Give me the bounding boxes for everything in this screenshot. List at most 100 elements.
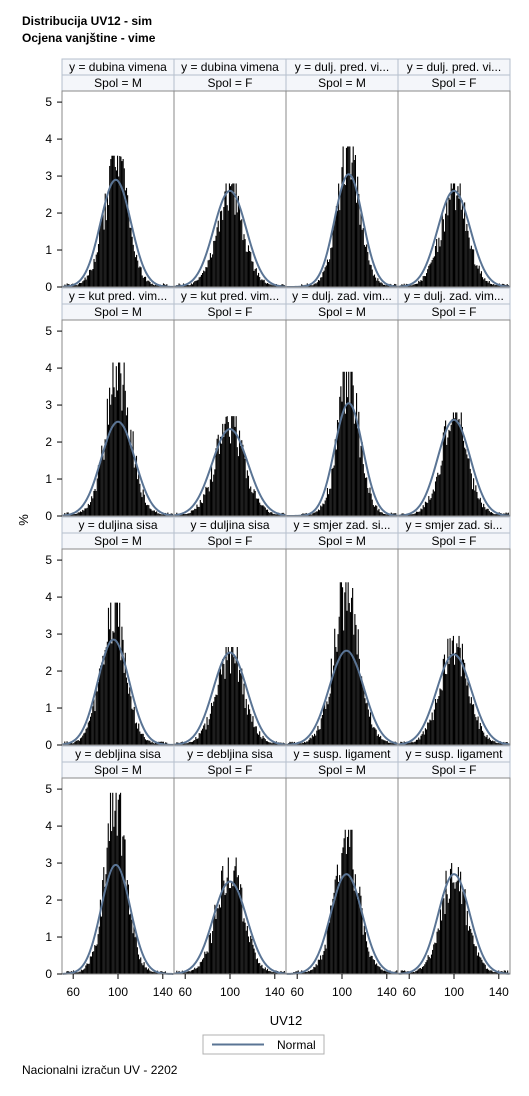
histogram-bar	[413, 513, 415, 516]
histogram-bar	[245, 698, 247, 745]
histogram-bar	[385, 514, 387, 516]
histogram-bar	[222, 658, 224, 745]
histogram-bar	[193, 969, 195, 974]
histogram-bar	[112, 155, 114, 287]
histogram-bar	[187, 971, 189, 974]
histogram-bar	[485, 737, 487, 745]
histogram-bar	[435, 943, 437, 974]
histogram-bar	[459, 426, 461, 516]
histogram-bar	[110, 602, 112, 745]
histogram-bar	[378, 508, 380, 516]
histogram-bar	[86, 963, 88, 974]
histogram-bar	[186, 972, 188, 974]
histogram-bar	[430, 720, 432, 745]
histogram-bar	[162, 283, 165, 287]
histogram-bar	[141, 497, 143, 516]
histogram-bar	[263, 969, 265, 974]
y-tick-label: 3	[45, 169, 52, 183]
histogram-bar	[377, 278, 379, 287]
histogram-bar	[493, 741, 495, 745]
histogram-bar	[320, 955, 322, 974]
y-tick-label: 4	[45, 819, 52, 833]
histogram-bar	[227, 422, 229, 516]
histogram-bar	[380, 969, 382, 974]
histogram-bar	[204, 271, 206, 287]
histogram-bar	[354, 614, 356, 745]
histogram-bar	[80, 283, 82, 287]
histogram-bar	[480, 502, 482, 516]
histogram-bar	[136, 254, 138, 287]
histogram-bar	[114, 602, 116, 745]
histogram-bar	[94, 261, 96, 287]
histogram-bar	[155, 284, 157, 287]
histogram-bar	[505, 512, 507, 516]
histogram-bar	[258, 272, 260, 287]
histogram-bar	[481, 959, 483, 974]
histogram-bar	[336, 210, 339, 287]
histogram-bar	[382, 970, 384, 974]
histogram-bar	[323, 504, 325, 516]
histogram-bar	[209, 253, 211, 287]
histogram-bar	[93, 258, 95, 287]
histogram-bar	[383, 970, 386, 974]
histogram-bar	[320, 718, 322, 745]
histogram-bar	[411, 972, 414, 974]
histogram-bar	[243, 451, 245, 516]
histogram-bar	[315, 964, 317, 974]
histogram-bar	[139, 483, 141, 516]
histogram-bar	[123, 362, 125, 516]
histogram-bar	[313, 284, 315, 287]
histogram-bar	[490, 741, 493, 745]
row-header-label: y = dulj. pred. vi...	[407, 60, 501, 74]
histogram-bar	[271, 972, 273, 974]
histogram-bar	[79, 971, 81, 974]
histogram-bar	[209, 933, 211, 974]
histogram-bar	[114, 397, 116, 516]
histogram-bar	[271, 285, 273, 287]
histogram-bar	[108, 205, 110, 287]
histogram-bar	[467, 230, 469, 287]
histogram-bar	[198, 506, 200, 516]
histogram-bar	[333, 465, 335, 516]
histogram-bar	[146, 505, 148, 516]
histogram-bar	[148, 740, 150, 745]
histogram-bar	[252, 716, 254, 745]
histogram-bar	[225, 893, 227, 974]
histogram-bar	[235, 857, 237, 974]
histogram-bar	[87, 503, 89, 516]
histogram-bar	[148, 505, 150, 516]
histogram-bar	[178, 283, 180, 287]
histogram-bar	[272, 285, 274, 287]
histogram-bar	[338, 616, 340, 745]
histogram-bar	[458, 418, 460, 516]
histogram-bar	[112, 792, 114, 974]
histogram-bar	[452, 183, 454, 287]
histogram-bar	[458, 891, 461, 974]
histogram-bar	[331, 678, 334, 745]
histogram-bar	[307, 970, 309, 974]
histogram-bar	[362, 934, 364, 974]
histogram-bar	[98, 926, 100, 974]
y-tick-label: 2	[45, 435, 52, 449]
histogram-bar	[363, 686, 365, 745]
histogram-bar	[246, 925, 248, 974]
histogram-bar	[137, 728, 139, 745]
histogram-bar	[217, 684, 219, 745]
histogram-bar	[86, 275, 88, 287]
histogram-bar	[149, 282, 151, 287]
histogram-bar	[249, 250, 251, 287]
histogram-bar	[132, 709, 134, 745]
histogram-bar	[217, 220, 219, 287]
histogram-bar	[367, 488, 369, 516]
histogram-bar	[100, 916, 103, 974]
histogram-bar	[194, 740, 196, 745]
histogram-bar	[305, 742, 307, 745]
histogram-bar	[221, 674, 223, 745]
histogram-bars	[288, 582, 397, 745]
chart-title: Distribucija UV12 - sim	[22, 14, 153, 28]
histogram-bar	[152, 972, 154, 974]
histogram-bar	[253, 948, 255, 974]
histogram-bar	[329, 488, 331, 516]
histogram-bar	[417, 739, 419, 745]
histogram-bar	[485, 280, 487, 287]
